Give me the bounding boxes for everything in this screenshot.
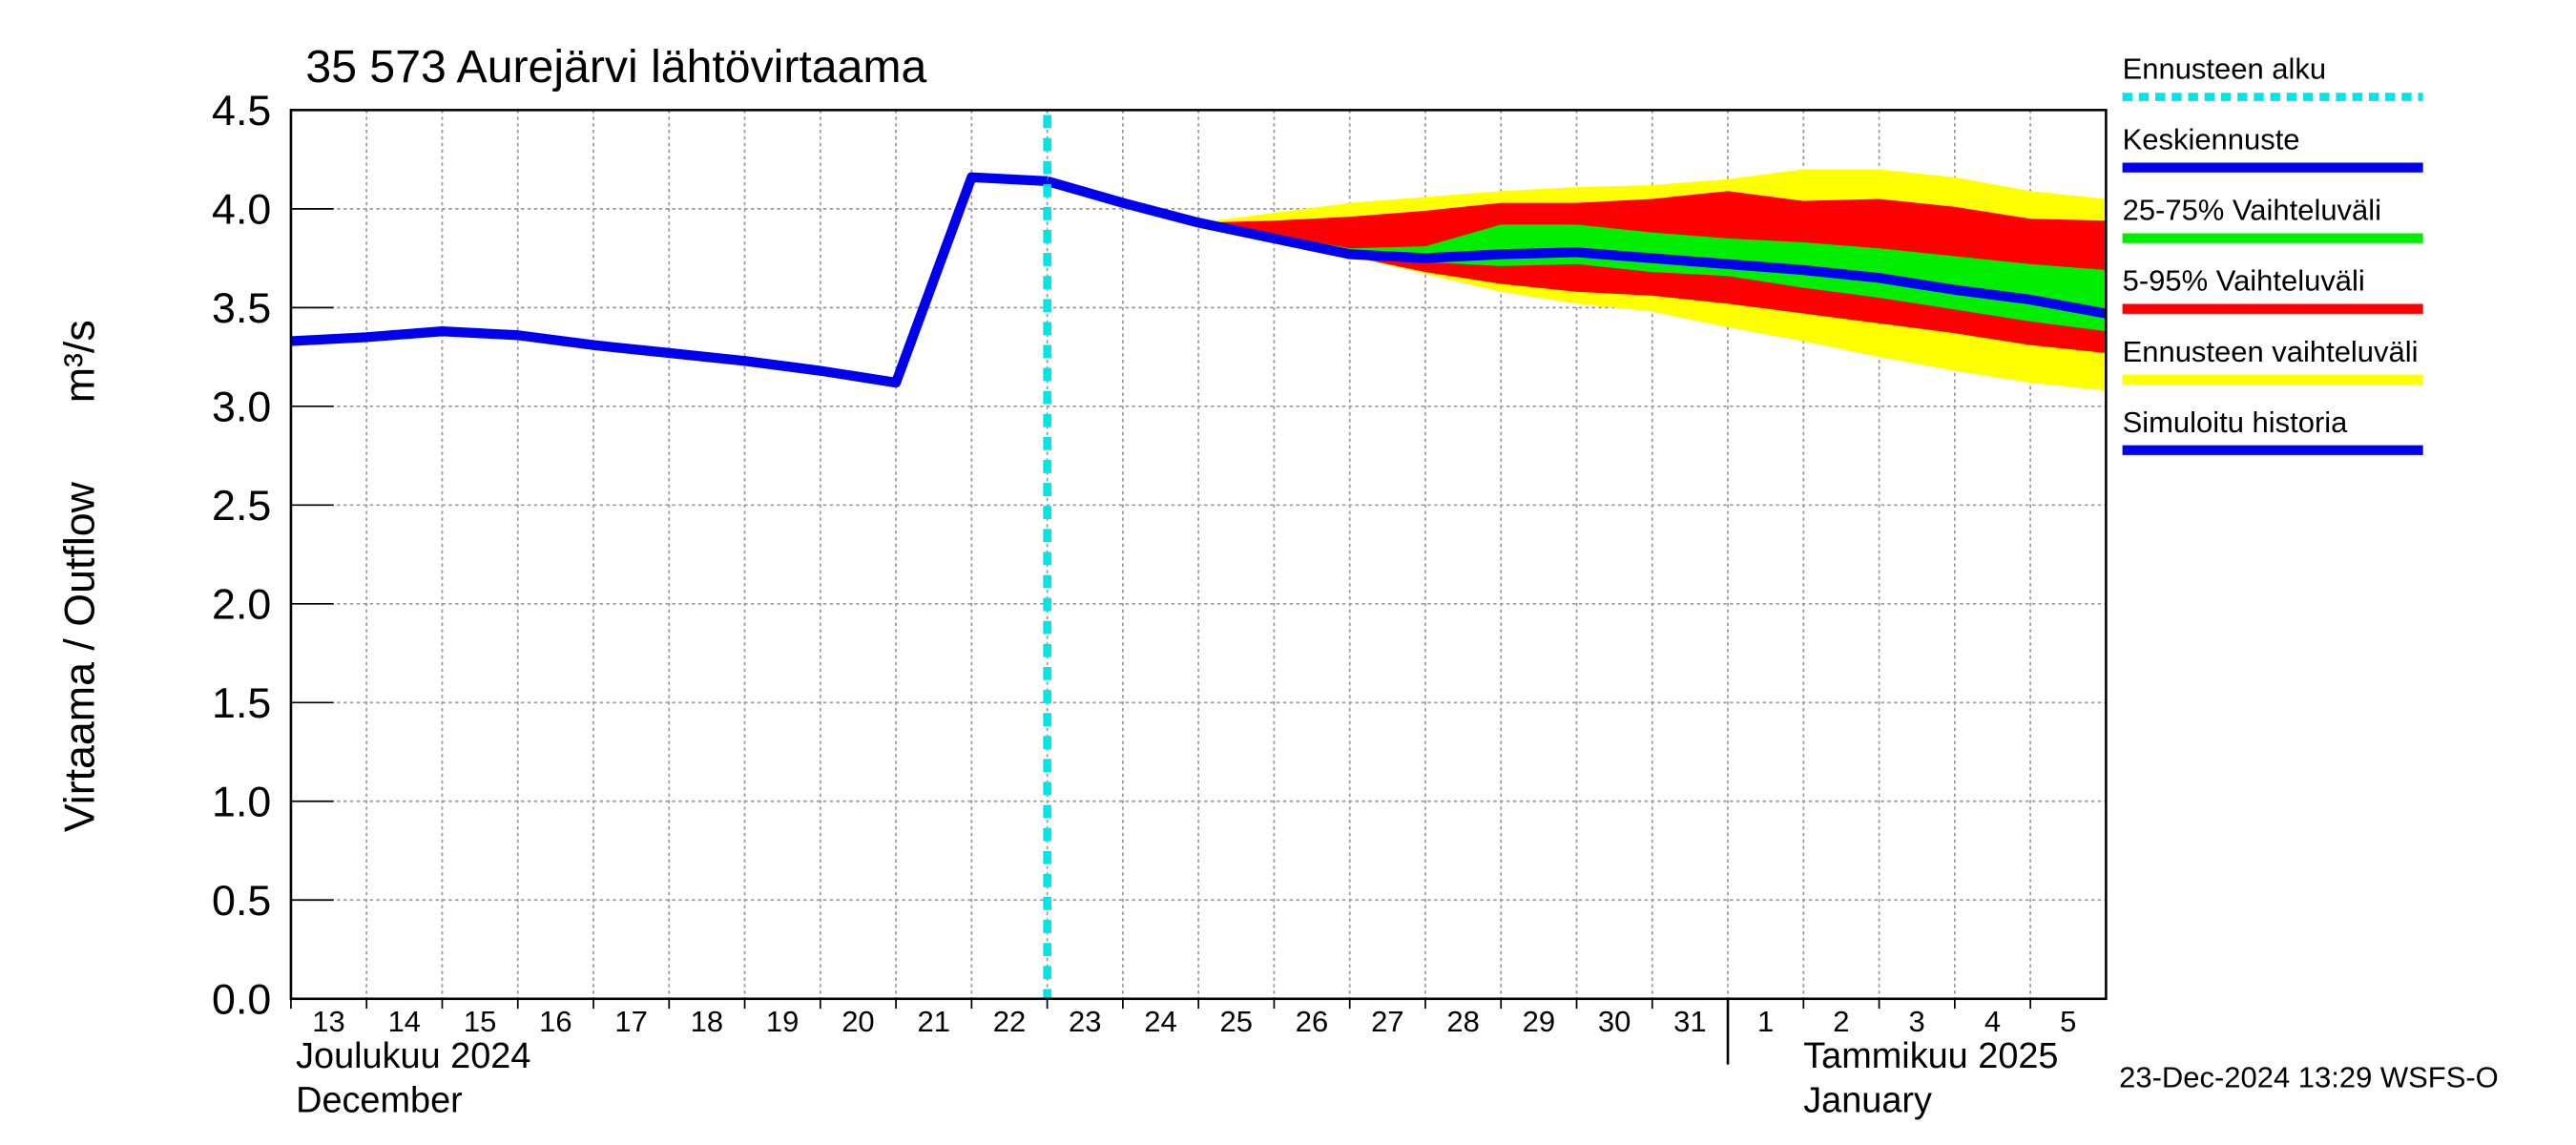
x-tick-label: 1 bbox=[1757, 1005, 1774, 1038]
y-tick-label: 0.0 bbox=[212, 975, 271, 1023]
x-tick-label: 27 bbox=[1371, 1005, 1403, 1038]
x-tick-label: 28 bbox=[1446, 1005, 1479, 1038]
x-tick-label: 24 bbox=[1144, 1005, 1176, 1038]
y-axis-label: Virtaama / Outflow bbox=[55, 481, 103, 832]
month-label: Joulukuu 2024 bbox=[296, 1036, 530, 1076]
month-label-en: December bbox=[296, 1081, 463, 1121]
x-tick-label: 15 bbox=[464, 1005, 496, 1038]
y-tick-label: 4.5 bbox=[212, 87, 271, 135]
band-area bbox=[1198, 222, 2107, 332]
y-tick-label: 0.5 bbox=[212, 877, 271, 925]
x-tick-label: 3 bbox=[1909, 1005, 1925, 1038]
x-tick-label: 14 bbox=[388, 1005, 421, 1038]
legend-label: Ennusteen vaihteluväli bbox=[2123, 335, 2419, 368]
footer: 23-Dec-2024 13:29 WSFS-O bbox=[2119, 1061, 2499, 1094]
y-tick-label: 4.0 bbox=[212, 185, 271, 233]
y-tick-label: 3.5 bbox=[212, 284, 271, 332]
x-tick-label: 30 bbox=[1598, 1005, 1631, 1038]
x-tick-label: 19 bbox=[766, 1005, 799, 1038]
band-area bbox=[1198, 191, 2107, 353]
legend-label: Keskiennuste bbox=[2123, 123, 2300, 156]
month-label: Tammikuu 2025 bbox=[1803, 1036, 2058, 1076]
x-tick-label: 5 bbox=[2060, 1005, 2076, 1038]
y-tick-label: 2.0 bbox=[212, 580, 271, 628]
x-tick-label: 31 bbox=[1673, 1005, 1706, 1038]
x-tick-label: 25 bbox=[1220, 1005, 1253, 1038]
month-label-en: January bbox=[1803, 1081, 1932, 1121]
series-line bbox=[290, 172, 1048, 388]
x-tick-label: 2 bbox=[1833, 1005, 1849, 1038]
x-tick-label: 18 bbox=[691, 1005, 723, 1038]
x-tick-label: 17 bbox=[614, 1005, 647, 1038]
y-axis-unit: m³/s bbox=[55, 320, 103, 403]
x-tick-label: 29 bbox=[1523, 1005, 1555, 1038]
y-tick-label: 2.5 bbox=[212, 482, 271, 530]
x-tick-label: 20 bbox=[841, 1005, 874, 1038]
chart-title: 35 573 Aurejärvi lähtövirtaama bbox=[305, 41, 926, 93]
legend-label: Simuloitu historia bbox=[2123, 406, 2349, 439]
series-line bbox=[1046, 176, 2108, 319]
x-tick-label: 22 bbox=[993, 1005, 1026, 1038]
x-tick-label: 13 bbox=[312, 1005, 344, 1038]
y-tick-label: 1.5 bbox=[212, 679, 271, 727]
x-tick-label: 21 bbox=[917, 1005, 949, 1038]
y-tick-label: 1.0 bbox=[212, 778, 271, 825]
x-tick-label: 16 bbox=[539, 1005, 571, 1038]
legend-label: 25-75% Vaihteluväli bbox=[2123, 194, 2381, 227]
x-tick-label: 4 bbox=[1984, 1005, 2001, 1038]
x-tick-label: 26 bbox=[1296, 1005, 1328, 1038]
y-tick-label: 3.0 bbox=[212, 383, 271, 430]
plot-frame bbox=[289, 109, 2108, 1001]
x-tick-label: 23 bbox=[1069, 1005, 1101, 1038]
legend-label: 5-95% Vaihteluväli bbox=[2123, 264, 2365, 298]
legend-label: Ennusteen alku bbox=[2123, 52, 2327, 86]
